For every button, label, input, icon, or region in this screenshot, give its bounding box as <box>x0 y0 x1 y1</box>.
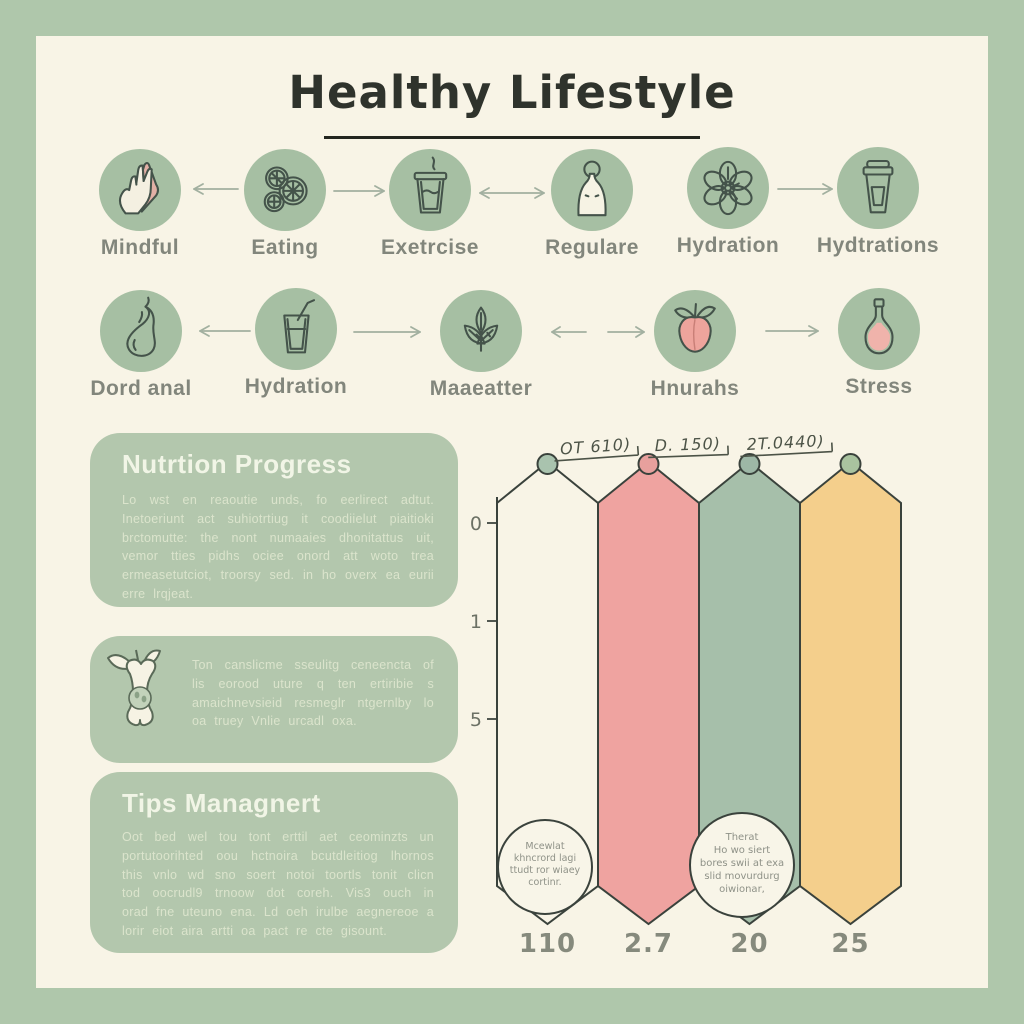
step-stress: Stress <box>804 288 954 399</box>
chart-annotation: OT 610) <box>554 435 640 462</box>
column-value: 20 <box>730 929 768 959</box>
title-underline <box>324 136 700 139</box>
peak-dot-1 <box>536 453 559 475</box>
y-tick-label: 0 <box>470 513 482 535</box>
nutrition-progress-card: Nutrtion Progress Lo wst en reaoutie und… <box>90 433 458 607</box>
page-title: Healthy Lifestyle <box>288 66 736 119</box>
gourd-icon <box>100 290 182 372</box>
svg-text:Therat: Therat <box>725 832 759 843</box>
step-hydration-2: Hydration <box>221 288 371 399</box>
svg-text:D. 150): D. 150) <box>654 435 721 455</box>
step-label: Maaeatter <box>429 377 533 400</box>
y-axis-ticks <box>487 522 497 720</box>
step-regulare: Regulare <box>517 149 667 260</box>
peak-dot-2 <box>637 453 660 475</box>
peak-dot-3 <box>738 453 761 475</box>
svg-text:OT 610): OT 610) <box>559 435 631 458</box>
step-label: Regulare <box>545 236 639 259</box>
step-label: Exetrcise <box>381 236 479 259</box>
step-hydration-1: Hydration <box>653 147 803 258</box>
step-label: Dord anal <box>90 377 192 400</box>
svg-text:oiwionar,: oiwionar, <box>719 884 765 895</box>
arrow-right-icon <box>607 326 645 338</box>
leaves-icon <box>440 290 522 372</box>
step-label: Hnurahs <box>650 377 740 400</box>
step-mindful: Mindful <box>65 149 215 260</box>
arrow-right-icon <box>777 183 833 195</box>
step-label: Hydration <box>676 234 780 257</box>
column-value: 110 <box>519 929 576 959</box>
citrus-cookies-icon <box>244 149 326 231</box>
apple-core-icon <box>98 642 190 759</box>
svg-text:cortinr.: cortinr. <box>528 877 561 888</box>
chart-annotation: D. 150) <box>648 435 729 459</box>
svg-text:ttudt ror wiaey: ttudt ror wiaey <box>510 865 581 876</box>
card-body-text: Ton canslicme sseulitg ceneencta of lis … <box>192 658 434 729</box>
svg-text:khncrord lagi: khncrord lagi <box>514 853 576 864</box>
arrow-right-icon <box>765 325 819 337</box>
svg-text:Ho wo siert: Ho wo siert <box>714 845 771 856</box>
svg-text:slid movurdurg: slid movurdurg <box>704 871 779 882</box>
peach-icon <box>654 290 736 372</box>
arrow-right-icon <box>353 326 421 338</box>
apple-note-card: Ton canslicme sseulitg ceneencta of lis … <box>90 636 458 763</box>
svg-text:2T.0440): 2T.0440) <box>746 435 825 454</box>
person-icon <box>551 149 633 231</box>
svg-text:bores swii at exa: bores swii at exa <box>700 858 784 869</box>
card-body-text: Oot bed wel tou tont erttil aet ceominzt… <box>122 830 434 938</box>
svg-text:Mcewlat: Mcewlat <box>525 841 564 852</box>
arrow-right-icon <box>333 185 385 197</box>
arrow-left-icon <box>193 183 239 195</box>
chart-column-4 <box>799 460 902 926</box>
step-hnurahs: Hnurahs <box>620 290 770 401</box>
card-title: Nutrtion Progress <box>122 449 352 479</box>
y-tick-label: 1 <box>470 611 482 633</box>
arrow-left-icon <box>551 326 587 338</box>
column-value: 2.7 <box>624 929 673 959</box>
card-body-text: Lo wst en reaoutie unds, fo eerlirect ad… <box>122 493 434 601</box>
step-exercise: Exetrcise <box>355 149 505 260</box>
flask-icon <box>838 288 920 370</box>
step-label: Hydtrations <box>816 234 940 257</box>
step-eating: Eating <box>210 149 360 260</box>
callout-text-2: Therat Ho wo siert bores swii at exa sli… <box>700 832 784 895</box>
callout-text-1: Mcewlat khncrord lagi ttudt ror wiaey co… <box>510 841 581 888</box>
callout-bubble-2 <box>689 812 795 918</box>
leaf-flower-icon <box>687 147 769 229</box>
takeaway-cup-icon <box>837 147 919 229</box>
peak-dot-4 <box>839 453 862 475</box>
poster-card: Healthy Lifestyle Mindful <box>36 36 988 988</box>
step-label: Hydration <box>244 375 348 398</box>
steaming-cup-icon <box>389 149 471 231</box>
tips-management-card: Tips Managnert Oot bed wel tou tont ertt… <box>90 772 458 953</box>
step-hydrations: Hydtrations <box>803 147 953 258</box>
card-title: Tips Managnert <box>122 788 321 818</box>
callout-bubble-1 <box>497 819 593 915</box>
chart-annotation: 2T.0440) <box>740 435 834 458</box>
step-label: Mindful <box>100 236 180 259</box>
straw-glass-icon <box>255 288 337 370</box>
progress-chart: 0 1 5 OT 610) D. 150) 2T.0440) <box>470 435 902 959</box>
hands-icon <box>99 149 181 231</box>
step-dord-anal: Dord anal <box>66 290 216 401</box>
step-label: Stress <box>845 375 913 398</box>
column-value: 25 <box>831 929 869 959</box>
chart-column-2 <box>597 460 700 926</box>
y-tick-label: 5 <box>470 709 482 731</box>
step-maaeatter: Maaeatter <box>406 290 556 401</box>
arrow-left-icon <box>199 325 251 337</box>
step-label: Eating <box>251 236 319 259</box>
arrow-both-icon <box>479 187 545 199</box>
